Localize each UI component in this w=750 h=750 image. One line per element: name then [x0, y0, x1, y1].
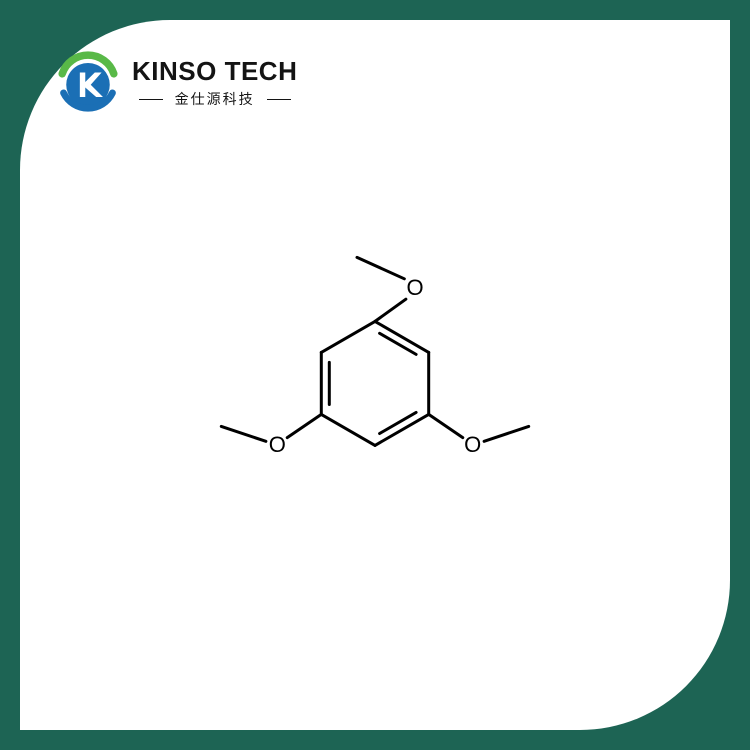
company-logo: KINSO TECH 金仕源科技 [54, 48, 297, 116]
svg-text:O: O [406, 275, 423, 300]
logo-sub-text: 金仕源科技 [165, 89, 265, 109]
molecule-diagram: O O O [165, 173, 585, 593]
svg-text:O: O [464, 432, 481, 457]
logo-mark-icon [54, 48, 122, 116]
svg-text:O: O [269, 432, 286, 457]
inner-panel: KINSO TECH 金仕源科技 O O O [20, 20, 730, 730]
logo-main-text: KINSO TECH [132, 56, 297, 87]
logo-text: KINSO TECH 金仕源科技 [132, 56, 297, 109]
